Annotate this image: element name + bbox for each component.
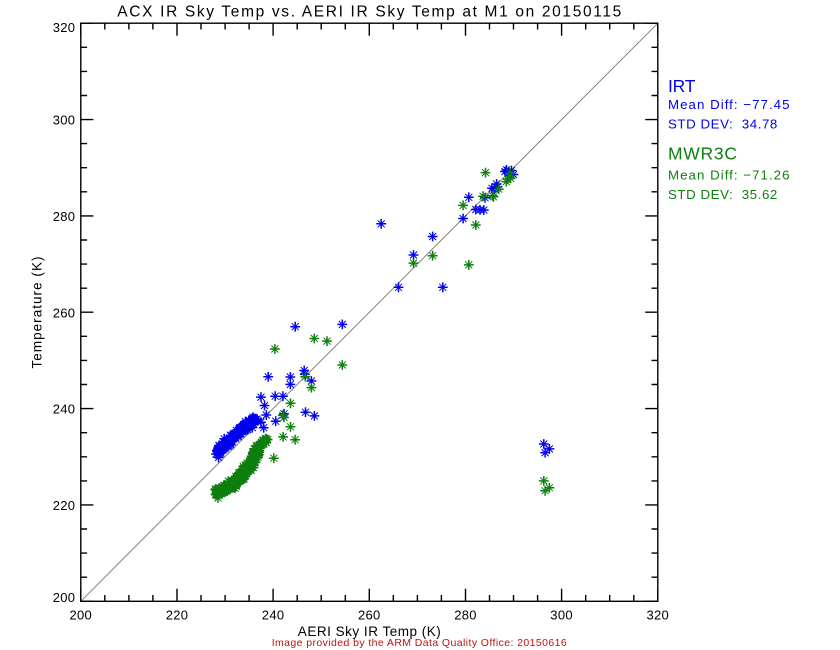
- svg-text:260: 260: [358, 607, 381, 622]
- svg-text:ACX IR Sky Temp vs. AERI IR Sk: ACX IR Sky Temp vs. AERI IR Sky Temp at …: [117, 3, 621, 20]
- svg-text:Mean Diff: −71.26: Mean Diff: −71.26: [668, 168, 790, 183]
- svg-text:200: 200: [70, 607, 93, 622]
- svg-text:300: 300: [53, 113, 76, 128]
- svg-text:320: 320: [647, 607, 670, 622]
- svg-text:280: 280: [53, 209, 76, 224]
- svg-text:280: 280: [454, 607, 477, 622]
- svg-text:260: 260: [53, 305, 76, 320]
- svg-text:Temperature (K): Temperature (K): [30, 257, 45, 369]
- svg-text:Image provided by the ARM Data: Image provided by the ARM Data Quality O…: [272, 637, 567, 649]
- svg-text:Mean Diff: −77.45: Mean Diff: −77.45: [668, 97, 790, 112]
- svg-text:STD DEV: 35.62: STD DEV: 35.62: [668, 187, 777, 202]
- svg-text:200: 200: [53, 590, 76, 605]
- svg-text:240: 240: [53, 402, 76, 417]
- svg-text:320: 320: [53, 20, 76, 35]
- svg-text:IRT: IRT: [668, 76, 696, 96]
- svg-text:220: 220: [53, 498, 76, 513]
- svg-text:240: 240: [262, 607, 285, 622]
- svg-text:STD DEV: 34.78: STD DEV: 34.78: [668, 116, 777, 131]
- svg-text:AERI Sky IR Temp (K): AERI Sky IR Temp (K): [298, 624, 441, 639]
- svg-text:300: 300: [550, 607, 573, 622]
- svg-text:MWR3C: MWR3C: [668, 144, 737, 164]
- svg-text:220: 220: [166, 607, 189, 622]
